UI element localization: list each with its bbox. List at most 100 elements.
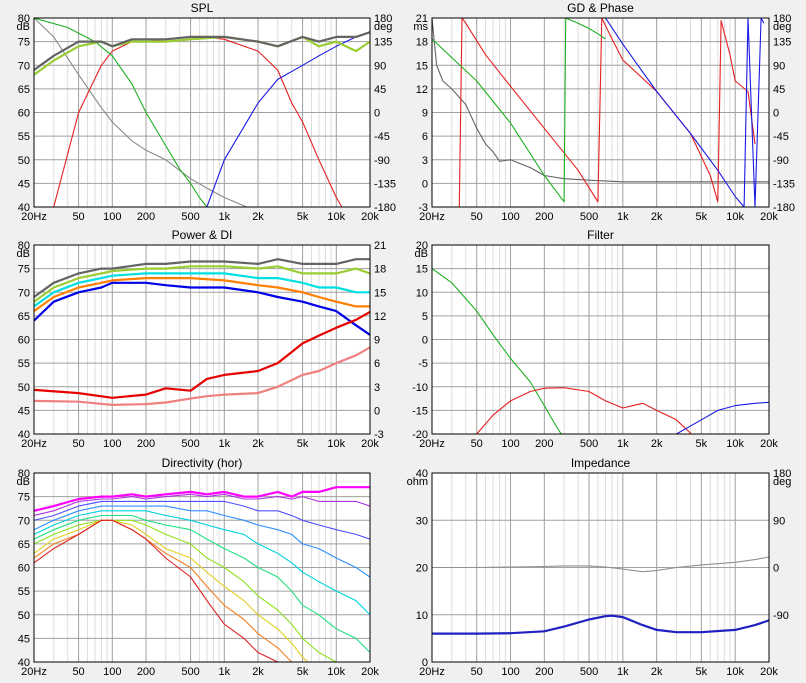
y2-tick-label: -180 bbox=[374, 202, 396, 214]
y2-tick-label: -180 bbox=[773, 202, 795, 214]
x-tick-label: 2k bbox=[651, 211, 663, 223]
series-line-1 bbox=[34, 265, 370, 303]
x-tick-label: 5k bbox=[297, 666, 309, 678]
series-line-6 bbox=[34, 346, 370, 406]
x-tick-label: 500 bbox=[580, 666, 598, 678]
x-tick-label: 20k bbox=[760, 438, 778, 450]
series-line-5 bbox=[34, 310, 370, 399]
series-line-2 bbox=[676, 401, 769, 434]
series-line-9 bbox=[34, 519, 279, 662]
plot-border bbox=[33, 17, 371, 208]
y-tick-label: 70 bbox=[18, 515, 30, 527]
chart-title: SPL bbox=[191, 1, 214, 15]
y-tick-label: 40 bbox=[18, 657, 30, 669]
y-tick-label: 18 bbox=[416, 37, 428, 49]
x-tick-label: 5k bbox=[696, 211, 708, 223]
y-tick-label: -15 bbox=[412, 405, 428, 417]
series-line-1 bbox=[432, 18, 756, 207]
x-tick-label: 20Hz bbox=[419, 666, 445, 678]
y2-tick-label: 45 bbox=[374, 84, 386, 96]
series-line-5 bbox=[34, 31, 370, 71]
series-line-2 bbox=[432, 18, 606, 203]
x-tick-label: 10k bbox=[726, 666, 744, 678]
x-tick-label: 100 bbox=[501, 438, 519, 450]
chart-title: GD & Phase bbox=[567, 1, 634, 15]
y-tick-label: 10 bbox=[416, 610, 428, 622]
chart-gd: 211815129630-318013590450-45-90-135-1802… bbox=[413, 1, 795, 223]
y-tick-label: 40 bbox=[18, 202, 30, 214]
y2-tick-label: 15 bbox=[374, 287, 386, 299]
x-tick-label: 20k bbox=[760, 666, 778, 678]
x-tick-label: 1k bbox=[218, 666, 230, 678]
x-tick-label: 20k bbox=[760, 211, 778, 223]
y-tick-label: 0 bbox=[422, 178, 428, 190]
x-tick-label: 50 bbox=[471, 438, 483, 450]
x-tick-label: 50 bbox=[471, 211, 483, 223]
series-line-1 bbox=[34, 493, 370, 517]
y2-unit-label: deg bbox=[773, 21, 791, 33]
y-tick-label: 65 bbox=[18, 539, 30, 551]
x-tick-label: 200 bbox=[137, 666, 155, 678]
x-tick-label: 500 bbox=[181, 438, 199, 450]
series-line-3 bbox=[206, 31, 370, 207]
series-line-3 bbox=[605, 18, 765, 207]
y2-tick-label: 45 bbox=[773, 84, 785, 96]
y-tick-label: 3 bbox=[422, 155, 428, 167]
series-line-4 bbox=[34, 510, 370, 616]
x-tick-label: 50 bbox=[471, 666, 483, 678]
y2-tick-label: 12 bbox=[374, 311, 386, 323]
chart-power: 80 75 70 65 60 55 50 45 40 21 18 15 12 9 6 3 0 -3 20Hz 50 10… bbox=[17, 228, 387, 450]
y-tick-label: 0 bbox=[422, 657, 428, 669]
y-tick-label: 30 bbox=[416, 515, 428, 527]
y-tick-label: 21 bbox=[416, 13, 428, 25]
x-tick-label: 500 bbox=[181, 211, 199, 223]
x-tick-label: 500 bbox=[580, 211, 598, 223]
y-tick-label: 9 bbox=[422, 108, 428, 120]
y-tick-label: 50 bbox=[18, 382, 30, 394]
x-tick-label: 200 bbox=[535, 438, 553, 450]
y2-tick-label: 0 bbox=[773, 108, 779, 120]
y2-tick-label: 21 bbox=[374, 240, 386, 252]
series-line-0 bbox=[34, 258, 370, 298]
series-line-2 bbox=[34, 500, 370, 540]
x-tick-label: 100 bbox=[103, 438, 121, 450]
series-line-0 bbox=[432, 268, 562, 434]
y2-tick-label: -90 bbox=[773, 155, 789, 167]
x-tick-label: 200 bbox=[535, 666, 553, 678]
series-line-3 bbox=[34, 277, 370, 312]
y-tick-label: -5 bbox=[418, 358, 428, 370]
plot-border bbox=[431, 472, 770, 663]
series-line-0 bbox=[432, 18, 769, 183]
y2-tick-label: -90 bbox=[374, 155, 390, 167]
x-tick-label: 2k bbox=[252, 211, 264, 223]
series-line-0 bbox=[34, 486, 370, 512]
x-tick-label: 10k bbox=[327, 211, 345, 223]
x-tick-label: 100 bbox=[501, 211, 519, 223]
y2-tick-label: 90 bbox=[374, 60, 386, 72]
chart-title: Impedance bbox=[571, 456, 631, 470]
y2-tick-label: 180 bbox=[374, 13, 392, 25]
x-tick-label: 100 bbox=[501, 666, 519, 678]
y2-tick-label: 135 bbox=[374, 37, 392, 49]
x-tick-label: 20Hz bbox=[21, 211, 47, 223]
y-tick-label: 15 bbox=[416, 60, 428, 72]
series-line-5 bbox=[34, 514, 370, 653]
chart-title: Power & DI bbox=[172, 228, 233, 242]
x-tick-label: 50 bbox=[72, 666, 84, 678]
y2-tick-label: -45 bbox=[374, 131, 390, 143]
y-tick-label: 75 bbox=[18, 264, 30, 276]
y2-tick-label: -45 bbox=[773, 131, 789, 143]
y-unit-label: dB bbox=[17, 21, 30, 33]
series-line-4 bbox=[34, 281, 370, 336]
y-tick-label: 20 bbox=[416, 240, 428, 252]
y-tick-label: 55 bbox=[18, 586, 30, 598]
y-tick-label: 40 bbox=[416, 468, 428, 480]
y2-unit-label: deg bbox=[773, 476, 791, 488]
series-line-0 bbox=[432, 614, 769, 635]
x-tick-label: 10k bbox=[327, 666, 345, 678]
x-tick-label: 100 bbox=[103, 666, 121, 678]
y-tick-label: -20 bbox=[412, 429, 428, 441]
y-tick-label: 80 bbox=[18, 468, 30, 480]
